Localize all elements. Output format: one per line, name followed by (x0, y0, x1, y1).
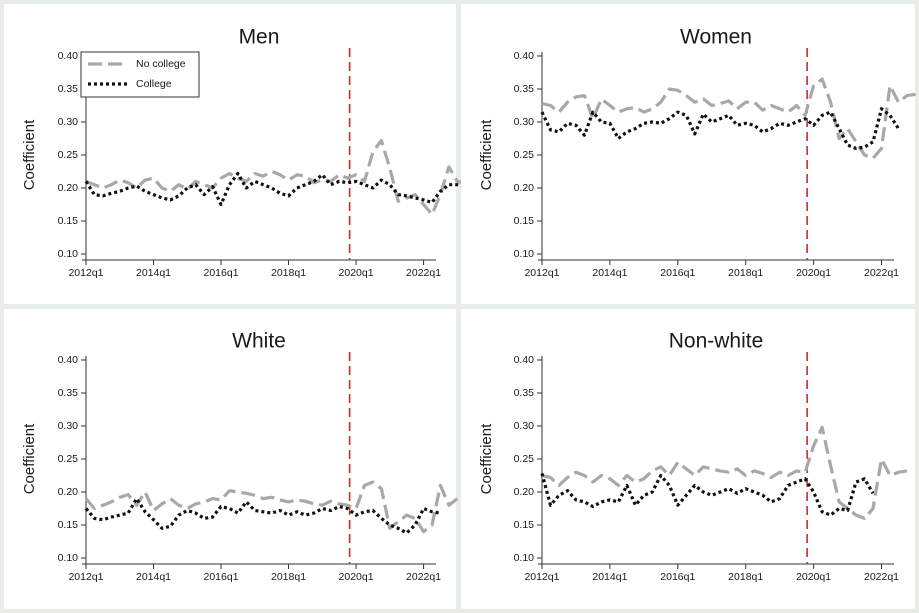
legend-label-no-college: No college (136, 58, 186, 70)
panel-background (4, 309, 456, 609)
y-tick-label: 0.20 (58, 486, 79, 498)
series-line-no-college (85, 138, 475, 216)
y-tick-label: 0.10 (514, 248, 535, 260)
y-tick-label: 0.40 (514, 354, 535, 366)
series-line-college (540, 473, 875, 517)
y-tick-label: 0.15 (514, 519, 535, 531)
x-tick-label: 2012q1 (524, 571, 559, 583)
y-axis-title: Coefficient (478, 423, 495, 494)
x-tick-label: 2018q1 (728, 571, 763, 583)
x-tick-label: 2012q1 (524, 267, 559, 279)
x-tick-label: 2022q1 (864, 571, 899, 583)
y-tick-label: 0.25 (514, 149, 535, 161)
x-tick-label: 2016q1 (204, 571, 239, 583)
legend-box (80, 51, 200, 98)
y-tick-label: 0.20 (58, 182, 79, 194)
y-tick-label: 0.30 (514, 420, 535, 432)
y-axis-title: Coefficient (21, 119, 38, 190)
y-tick-label: 0.30 (58, 116, 79, 128)
x-tick-label: 2020q1 (796, 571, 831, 583)
x-tick-label: 2014q1 (136, 571, 171, 583)
x-tick-label: 2014q1 (136, 267, 171, 279)
panel-men: Men Coefficient 0.10 0.15 0.20 0.25 0.30 0.35 0.… (4, 4, 475, 304)
panel-non-white: Non-white Coefficient 0.10 0.15 0.20 0.25 0.30… (461, 309, 915, 609)
x-tick-label: 2020q1 (796, 267, 831, 279)
y-tick-label: 0.25 (58, 453, 79, 465)
series-line-no-college (541, 77, 916, 160)
legend: No college College (80, 51, 200, 98)
y-tick-label: 0.10 (58, 552, 79, 564)
y-tick-label: 0.15 (58, 519, 79, 531)
y-tick-label: 0.40 (58, 354, 79, 366)
x-tick-label: 2018q1 (271, 267, 306, 279)
x-tick-label: 2016q1 (660, 571, 695, 583)
y-tick-label: 0.10 (58, 248, 79, 260)
x-tick-label: 2022q1 (406, 571, 441, 583)
panel-title: Men (239, 26, 280, 49)
y-tick-label: 0.20 (514, 486, 535, 498)
y-tick-label: 0.40 (58, 50, 79, 62)
panel-women: Women Coefficient 0.10 0.15 0.20 0.25 0.30 0.35… (461, 4, 916, 304)
x-tick-label: 2014q1 (592, 571, 627, 583)
panel-background (4, 4, 456, 304)
x-tick-label: 2014q1 (592, 267, 627, 279)
series-line-no-college (541, 425, 908, 521)
x-tick-label: 2012q1 (68, 571, 103, 583)
y-tick-label: 0.40 (514, 50, 535, 62)
panel-background (461, 309, 915, 609)
y-tick-label: 0.30 (514, 116, 535, 128)
x-tick-label: 2016q1 (204, 267, 239, 279)
series-line-college (84, 497, 441, 535)
panel-title: White (232, 330, 286, 353)
y-tick-label: 0.30 (58, 420, 79, 432)
x-tick-label: 2018q1 (728, 267, 763, 279)
y-tick-label: 0.35 (58, 83, 79, 95)
y-tick-label: 0.10 (514, 552, 535, 564)
x-tick-label: 2016q1 (660, 267, 695, 279)
y-tick-label: 0.15 (58, 215, 79, 227)
y-tick-label: 0.20 (514, 182, 535, 194)
x-tick-label: 2018q1 (271, 571, 306, 583)
series-line-no-college (84, 480, 459, 534)
x-tick-label: 2012q1 (68, 267, 103, 279)
panel-background (461, 4, 915, 304)
y-axis-title: Coefficient (478, 119, 495, 190)
y-axis-title: Coefficient (21, 423, 38, 494)
x-tick-label: 2020q1 (339, 267, 374, 279)
legend-label-college: College (136, 78, 172, 90)
y-tick-label: 0.35 (58, 387, 79, 399)
y-tick-label: 0.15 (514, 215, 535, 227)
series-line-college (540, 107, 900, 150)
x-tick-label: 2020q1 (339, 571, 374, 583)
panel-white: White Coefficient 0.10 0.15 0.20 0.25 0.30 0.35… (4, 309, 459, 609)
panel-title: Women (680, 26, 752, 49)
panel-title: Non-white (669, 330, 764, 353)
y-tick-label: 0.25 (514, 453, 535, 465)
y-tick-label: 0.25 (58, 149, 79, 161)
y-tick-label: 0.35 (514, 83, 535, 95)
x-tick-label: 2022q1 (864, 267, 899, 279)
x-tick-label: 2022q1 (406, 267, 441, 279)
y-tick-label: 0.35 (514, 387, 535, 399)
